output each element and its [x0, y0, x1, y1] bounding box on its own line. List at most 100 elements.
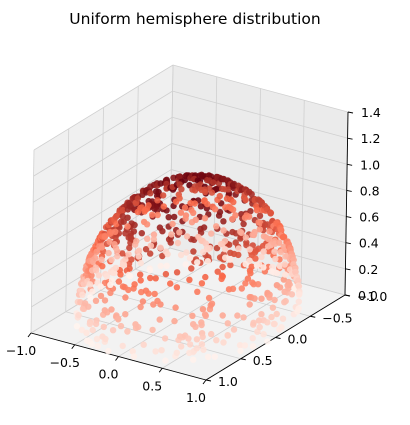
data-point [255, 317, 263, 324]
data-point [144, 235, 151, 242]
data-point [73, 323, 81, 330]
data-point [281, 261, 288, 268]
data-point [240, 314, 247, 321]
data-point [173, 269, 181, 276]
data-point [244, 275, 252, 282]
data-point [135, 247, 143, 254]
data-point [186, 276, 193, 283]
data-point [183, 249, 190, 256]
data-point [93, 335, 101, 343]
data-point [266, 228, 273, 235]
data-point [236, 342, 244, 349]
data-point [246, 246, 253, 253]
data-point [157, 244, 164, 251]
z-tick-mark [345, 242, 351, 245]
data-point [190, 356, 197, 363]
data-point [286, 281, 293, 288]
grid-line-y-left [65, 128, 70, 312]
data-point [89, 288, 96, 295]
data-point [146, 267, 153, 274]
data-point [271, 248, 278, 255]
z-tick-mark [345, 268, 351, 271]
data-point [229, 285, 237, 292]
data-point [139, 298, 147, 305]
data-point [278, 324, 285, 331]
data-point [120, 218, 127, 225]
grid-line-z-left [32, 116, 173, 203]
data-point [137, 303, 144, 311]
y-tick-label: 1.0 [218, 374, 238, 389]
data-point [225, 186, 232, 193]
z-tick-label: 0.6 [359, 210, 379, 225]
data-point [208, 300, 216, 307]
grid-line-z-left [33, 64, 174, 151]
data-point [125, 286, 132, 294]
x-tick-mark [27, 332, 32, 338]
data-point [97, 283, 104, 290]
data-point [138, 230, 145, 237]
data-point [192, 323, 199, 330]
data-point [232, 212, 239, 219]
grid-line-z-left [32, 143, 172, 229]
data-point [171, 213, 178, 221]
data-point [109, 327, 117, 334]
data-point [92, 267, 100, 274]
data-point [117, 271, 124, 278]
data-point [89, 326, 96, 334]
data-point [161, 335, 169, 342]
data-point [182, 261, 189, 268]
data-point [251, 295, 258, 302]
data-point [147, 274, 154, 282]
data-point [117, 322, 125, 330]
data-point [253, 207, 261, 214]
data-point [167, 280, 174, 287]
grid-line-z-left [30, 247, 171, 334]
data-point [194, 259, 201, 266]
data-point [83, 329, 90, 336]
data-point [110, 269, 118, 277]
data-point [295, 283, 303, 290]
data-point [276, 284, 284, 291]
data-point [264, 338, 271, 345]
data-point [119, 342, 126, 350]
data-point [282, 271, 289, 278]
data-point [163, 180, 170, 188]
data-point [258, 253, 265, 261]
data-point [147, 242, 155, 249]
data-point [112, 264, 120, 272]
x-tick-mark [115, 356, 119, 361]
y-tick-label: 0.0 [288, 332, 308, 347]
data-point [92, 254, 99, 262]
data-point [95, 272, 103, 279]
data-point [220, 227, 227, 234]
data-point [273, 310, 280, 318]
data-point [249, 335, 256, 342]
data-point [173, 284, 181, 291]
data-point [88, 340, 96, 348]
data-point [162, 357, 169, 364]
data-point [182, 215, 189, 222]
data-point [230, 198, 237, 206]
data-point [149, 211, 156, 218]
data-point [126, 272, 134, 280]
data-point [190, 248, 197, 255]
data-point [257, 219, 264, 227]
data-point [92, 320, 100, 328]
data-point [226, 241, 233, 248]
data-point [145, 202, 152, 209]
data-point [221, 237, 229, 245]
grid-line-z-left [33, 90, 173, 177]
data-point [213, 223, 220, 230]
data-point [183, 233, 191, 240]
data-point [227, 261, 234, 269]
z-tick-label: 1.2 [361, 131, 381, 146]
data-point [124, 328, 131, 335]
data-point [252, 255, 259, 262]
data-point [280, 276, 287, 283]
data-point [201, 215, 209, 222]
data-point [204, 200, 211, 208]
z-tick-mark [346, 189, 352, 192]
data-point [152, 348, 159, 355]
data-point [167, 239, 174, 246]
